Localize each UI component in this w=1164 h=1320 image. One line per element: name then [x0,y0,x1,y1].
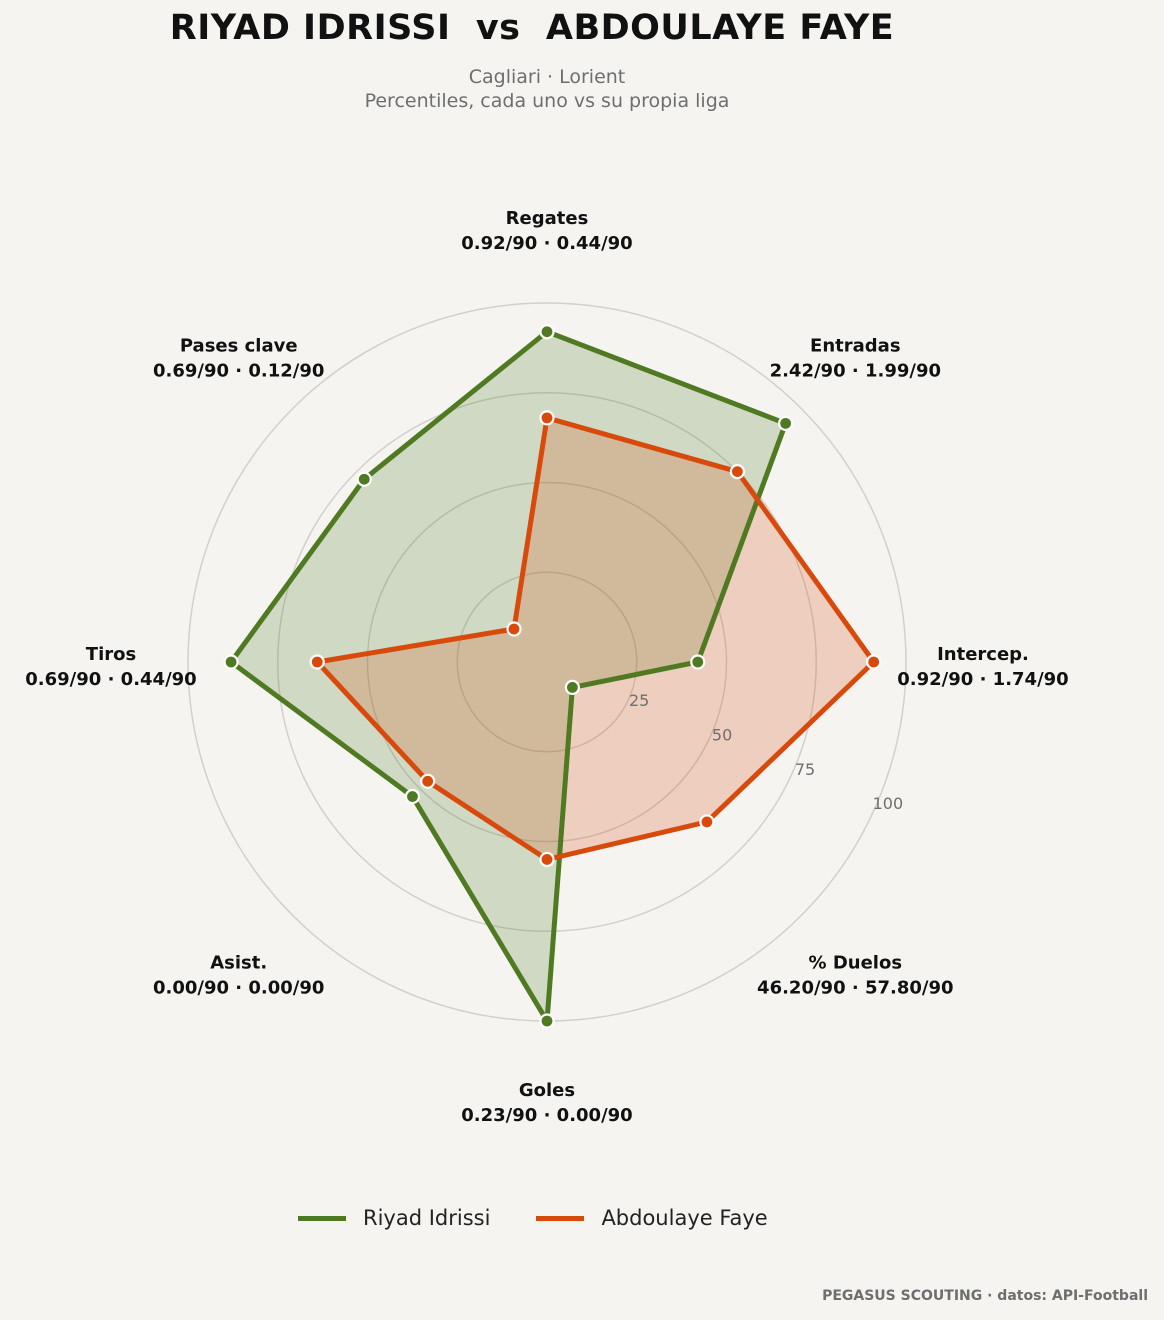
footer-credit: PEGASUS SCOUTING · datos: API-Football [822,1288,1148,1304]
radar-radial-ticks: 25 50 75 100 [629,691,903,813]
axis-values: 2.42/90 · 1.99/90 [770,361,941,382]
axis-label-6: Tiros 0.69/90 · 0.44/90 [25,644,196,690]
grid-ring-50 [366,481,728,843]
axis-name: Regates [506,208,589,229]
data-point-s1-2[interactable] [690,654,706,670]
data-point-s1-5[interactable] [404,788,421,805]
data-point-s2-2[interactable] [866,654,882,670]
legend-item-player1[interactable]: Riyad Idrissi [298,1206,490,1230]
data-point-s1-1[interactable] [778,415,794,431]
data-point-s1-3[interactable] [564,679,580,695]
grid-ring-75 [277,392,817,932]
data-point-s1-6[interactable] [223,654,239,670]
axis-values: 0.69/90 · 0.12/90 [153,361,324,382]
axis-name: % Duelos [809,952,903,973]
axis-label-7: Pases clave 0.69/90 · 0.12/90 [153,336,324,382]
data-point-s2-3[interactable] [699,814,715,830]
legend-label-player1: Riyad Idrissi [363,1206,491,1230]
data-point-s1-4[interactable] [539,1013,555,1029]
axis-values: 0.92/90 · 0.44/90 [461,233,632,254]
series-area-1 [231,331,786,1021]
axis-name: Intercep. [937,644,1029,665]
radial-tick-50: 50 [712,726,732,745]
axis-values: 0.23/90 · 0.00/90 [461,1105,632,1126]
axis-label-1: Entradas 2.42/90 · 1.99/90 [770,336,941,382]
axis-label-2: Intercep. 0.92/90 · 1.74/90 [897,644,1068,690]
radial-tick-25: 25 [629,691,649,710]
grid-ring-25 [456,571,638,753]
legend-swatch-player2 [536,1215,585,1221]
axis-values: 0.69/90 · 0.44/90 [25,669,196,690]
axis-label-4: Goles 0.23/90 · 0.00/90 [461,1080,632,1126]
axis-values: 46.20/90 · 57.80/90 [757,977,954,998]
chart-subtitle-teams: Cagliari · Lorient [468,66,626,88]
axis-name: Goles [519,1080,575,1101]
axis-name: Tiros [86,644,136,665]
data-point-s1-7[interactable] [356,471,372,487]
data-point-s2-1[interactable] [729,464,745,480]
radial-tick-100: 100 [873,794,904,813]
axis-values: 0.92/90 · 1.74/90 [897,669,1068,690]
chart-title: RIYAD IDRISSI vs ABDOULAYE FAYE [169,8,895,48]
data-point-s2-5[interactable] [420,773,436,789]
axis-label-5: Asist. 0.00/90 · 0.00/90 [153,952,324,998]
radar-series [223,324,882,1030]
legend-swatch-player1 [298,1215,346,1221]
data-point-s1-0[interactable] [539,324,555,340]
legend: Riyad Idrissi Abdoulaye Faye [298,1206,814,1230]
axis-values: 0.00/90 · 0.00/90 [153,977,324,998]
data-point-s2-6[interactable] [309,654,325,670]
legend-label-player2: Abdoulaye Faye [601,1206,768,1230]
data-point-s2-7[interactable] [506,621,522,637]
axis-name: Entradas [810,336,900,357]
data-point-s2-4[interactable] [539,851,555,868]
axis-name: Pases clave [180,336,298,357]
data-point-s2-0[interactable] [539,410,555,426]
legend-item-player2[interactable]: Abdoulaye Faye [536,1206,768,1230]
chart-subtitle-description: Percentiles, cada uno vs su propia liga [364,90,730,112]
series-area-2 [317,417,874,860]
axis-label-0: Regates 0.92/90 · 0.44/90 [461,208,632,254]
radial-tick-75: 75 [795,760,815,779]
radar-axis-labels: Regates 0.92/90 · 0.44/90 Entradas 2.42/90 … [25,208,1068,1126]
axis-label-3: % Duelos 46.20/90 · 57.80/90 [757,952,954,998]
axis-name: Asist. [210,952,267,973]
